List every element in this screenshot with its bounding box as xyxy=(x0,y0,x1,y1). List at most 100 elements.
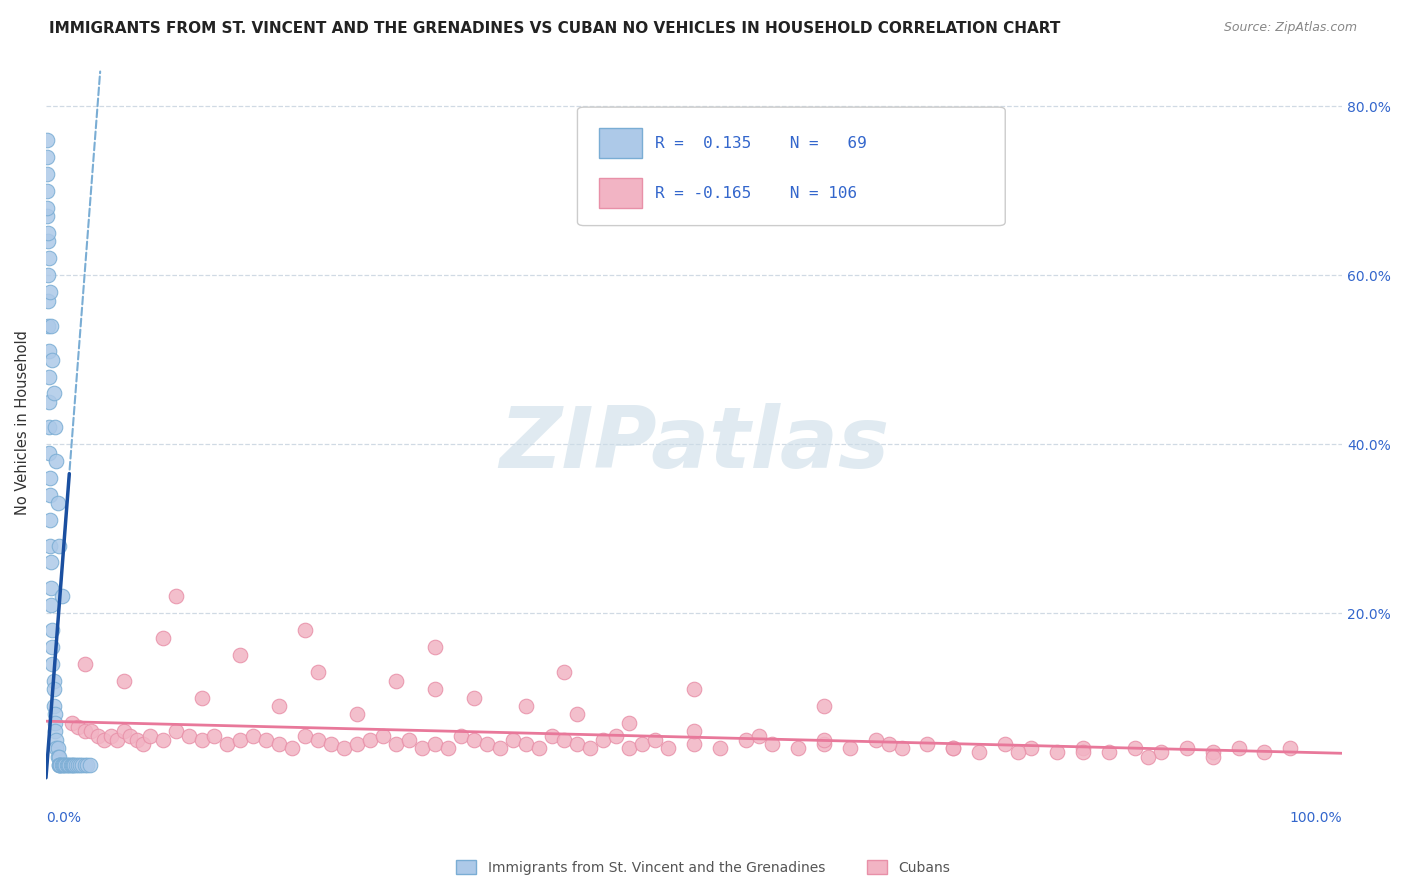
Point xyxy=(44,420,66,434)
Text: ZIPatlas: ZIPatlas xyxy=(499,403,889,486)
Point xyxy=(132,737,155,751)
Point xyxy=(631,737,654,751)
Point xyxy=(79,758,101,772)
Point xyxy=(39,581,62,595)
Point xyxy=(813,698,835,713)
Point xyxy=(67,720,90,734)
Point xyxy=(46,749,69,764)
Point xyxy=(942,741,965,756)
Point xyxy=(45,741,67,756)
Point xyxy=(890,741,912,756)
Point xyxy=(165,724,187,739)
Point xyxy=(242,729,264,743)
Point xyxy=(540,729,562,743)
Point xyxy=(488,741,510,756)
Point xyxy=(37,293,59,308)
Point xyxy=(60,715,83,730)
Text: 100.0%: 100.0% xyxy=(1289,811,1343,825)
Point xyxy=(371,729,394,743)
Point xyxy=(1098,746,1121,760)
Point xyxy=(38,420,60,434)
Point xyxy=(165,589,187,603)
Point xyxy=(37,209,59,223)
Point xyxy=(1253,746,1275,760)
Text: Source: ZipAtlas.com: Source: ZipAtlas.com xyxy=(1223,21,1357,34)
Text: IMMIGRANTS FROM ST. VINCENT AND THE GRENADINES VS CUBAN NO VEHICLES IN HOUSEHOLD: IMMIGRANTS FROM ST. VINCENT AND THE GREN… xyxy=(49,21,1060,36)
Point xyxy=(190,690,212,705)
Point xyxy=(969,746,991,760)
Point xyxy=(37,226,59,240)
Point xyxy=(229,732,252,747)
Point xyxy=(346,707,368,722)
Point xyxy=(748,729,770,743)
Point xyxy=(423,640,446,654)
Point xyxy=(38,369,60,384)
Point xyxy=(294,623,316,637)
Point xyxy=(1136,749,1159,764)
Point xyxy=(475,737,498,751)
Point xyxy=(45,732,67,747)
Point xyxy=(321,737,343,751)
Point xyxy=(38,488,60,502)
Point xyxy=(942,741,965,756)
Point xyxy=(813,732,835,747)
Point xyxy=(41,640,63,654)
Point xyxy=(683,724,706,739)
Point xyxy=(62,758,84,772)
Point xyxy=(45,454,67,468)
Point xyxy=(58,758,80,772)
Point xyxy=(553,732,575,747)
Point xyxy=(579,741,602,756)
Point xyxy=(398,732,420,747)
Point xyxy=(359,732,381,747)
Point xyxy=(786,741,808,756)
Point xyxy=(39,555,62,569)
Point xyxy=(515,737,537,751)
Point xyxy=(67,758,90,772)
Point xyxy=(307,732,329,747)
Point xyxy=(87,729,110,743)
Point xyxy=(411,741,433,756)
Point xyxy=(177,729,200,743)
Point xyxy=(709,741,731,756)
Point xyxy=(619,715,641,730)
Point xyxy=(269,698,291,713)
Y-axis label: No Vehicles in Household: No Vehicles in Household xyxy=(15,331,30,516)
Point xyxy=(463,690,485,705)
Point xyxy=(41,352,63,367)
Point xyxy=(527,741,550,756)
Point xyxy=(1071,741,1094,756)
Point xyxy=(41,657,63,671)
Point xyxy=(1201,749,1223,764)
Point xyxy=(37,184,59,198)
Point xyxy=(37,318,59,333)
Point xyxy=(38,539,60,553)
Point xyxy=(423,682,446,697)
Point xyxy=(683,737,706,751)
Point xyxy=(217,737,239,751)
Point xyxy=(65,758,87,772)
Point xyxy=(93,732,115,747)
Point xyxy=(683,682,706,697)
Point xyxy=(619,741,641,756)
Point xyxy=(1046,746,1069,760)
Point xyxy=(44,724,66,739)
Point xyxy=(39,318,62,333)
Point xyxy=(46,496,69,510)
Point xyxy=(1201,746,1223,760)
Point xyxy=(41,623,63,637)
Point xyxy=(1175,741,1198,756)
Point xyxy=(38,344,60,359)
Point xyxy=(120,729,142,743)
Point xyxy=(1019,741,1042,756)
Point xyxy=(38,285,60,299)
Point xyxy=(44,715,66,730)
Point xyxy=(51,589,73,603)
Point xyxy=(385,673,408,688)
Point xyxy=(73,758,96,772)
Point xyxy=(63,758,86,772)
Point xyxy=(437,741,460,756)
Text: 0.0%: 0.0% xyxy=(46,811,82,825)
FancyBboxPatch shape xyxy=(599,178,643,209)
Point xyxy=(60,758,83,772)
